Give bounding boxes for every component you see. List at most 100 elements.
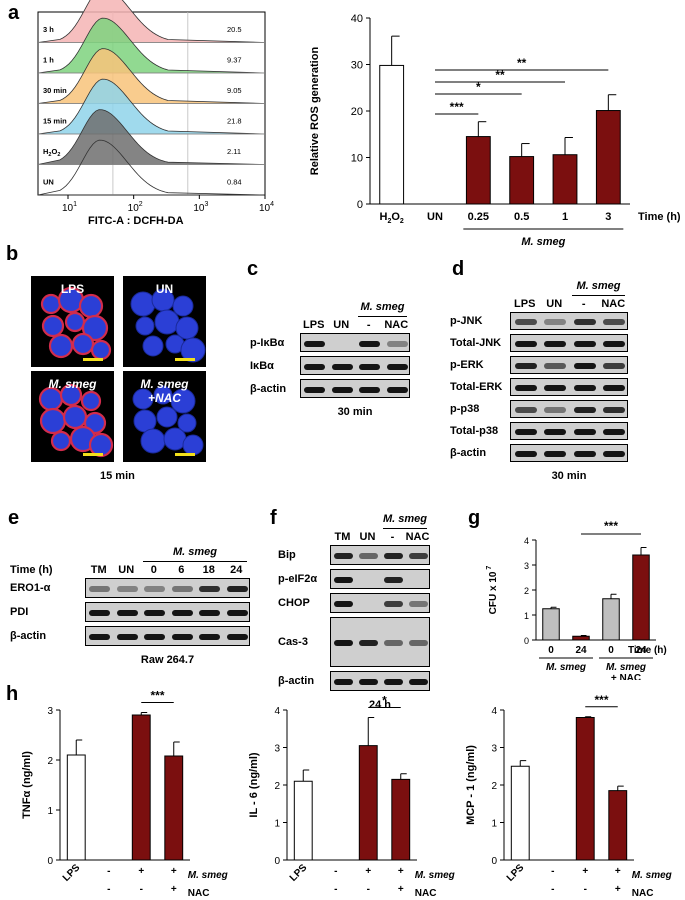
blot-lane-label: - [581, 298, 586, 310]
row2-sign: + [398, 884, 404, 895]
panel-b-caption: 15 min [100, 470, 135, 482]
flow-row-value: 20.5 [227, 25, 242, 34]
bar [358, 745, 378, 861]
blot-band [544, 319, 567, 325]
blot-band [544, 341, 567, 347]
blot-lane-label: NAC [384, 319, 409, 331]
row2-sign: + [171, 884, 177, 895]
blot-lane-label: UN [118, 564, 135, 576]
cell-nucleus [180, 337, 206, 363]
blot-row-label: CHOP [278, 597, 310, 609]
blot-band [514, 363, 537, 369]
blot-band [226, 610, 248, 616]
row1-sign: + [582, 866, 588, 877]
blot-band [171, 610, 193, 616]
blot-band [304, 363, 326, 370]
blot-strip [510, 378, 628, 396]
blot-band [603, 319, 626, 325]
blot-group-line [358, 316, 407, 317]
significance-label: *** [150, 690, 164, 703]
blot-band [603, 341, 626, 347]
blot-row-label: ERO1-α [10, 582, 51, 594]
panel-letter-c: c [247, 258, 259, 280]
x-tick-label: 24 [575, 645, 587, 656]
ytick-label: 40 [351, 13, 363, 25]
blot-band [116, 634, 138, 640]
blot-band [89, 634, 111, 640]
micro-image-un: UN [123, 276, 206, 367]
row1-sign: + [365, 866, 371, 877]
blot-band [89, 586, 111, 592]
blot-band [171, 634, 193, 640]
blot-band [384, 553, 403, 559]
flow-row-value: 9.37 [227, 55, 242, 64]
blot-band [384, 601, 403, 607]
blot-band [226, 634, 248, 640]
blot-band [409, 679, 428, 685]
blot-band [304, 340, 326, 347]
blot-caption: Raw 264.7 [140, 654, 195, 666]
significance-label: *** [594, 693, 608, 707]
blot-band [514, 451, 537, 457]
y-axis-label: Relative ROS generation [309, 47, 321, 176]
flow-row-label: 3 h [43, 25, 54, 34]
row1-sign: + [398, 866, 404, 877]
x-tick-label: 3 [605, 211, 611, 223]
blot-band [359, 679, 378, 685]
cell-nucleus [40, 293, 62, 315]
blot-band [144, 610, 166, 616]
cell-nucleus [59, 383, 83, 407]
blot-row-label: Total-ERK [450, 381, 503, 393]
significance-label: * [382, 694, 387, 708]
row2-label: NAC [188, 888, 210, 899]
blot-band [199, 634, 221, 640]
blot-lane-label: NAC [601, 298, 626, 310]
blot-row-label: Total-JNK [450, 337, 502, 349]
blot-band [573, 451, 596, 457]
flow-histogram-curve [37, 139, 266, 196]
x-tick-label: 0.25 [468, 211, 489, 223]
flow-xlabel: FITC-A : DCFH-DA [88, 215, 184, 227]
cell-nucleus [154, 309, 180, 335]
group-label: M. smeg [546, 662, 586, 673]
row1-sign: - [334, 866, 337, 877]
blot-caption: 30 min [337, 406, 373, 418]
blot-row-label: PDI [10, 606, 29, 618]
y-axis-label: MCP - 1 (ng/ml) [465, 745, 477, 825]
bar [379, 64, 405, 205]
blot-strip [510, 422, 628, 440]
row2-sign: - [334, 884, 337, 895]
ytick-label: 0 [47, 856, 53, 867]
blot-band [409, 553, 428, 559]
blot-strip [300, 333, 410, 352]
row2-sign: - [140, 884, 143, 895]
blot-row-label: p-IκBα [250, 336, 285, 349]
ytick-label: 4 [524, 536, 529, 546]
blot-band [603, 451, 626, 457]
blot-band [334, 679, 353, 685]
cell-nucleus [78, 293, 104, 319]
blot-band [171, 586, 193, 592]
blot-row-label: p-ERK [450, 359, 484, 371]
blot-lane-label: LPS [303, 319, 325, 331]
cell-nucleus [38, 386, 64, 412]
blot-band [199, 586, 221, 592]
cell-nucleus [140, 428, 166, 454]
bar [293, 780, 313, 861]
cell-nucleus [135, 316, 155, 336]
ytick-label: 0 [357, 199, 363, 211]
flow-row-label: 1 h [43, 55, 54, 64]
blot-row-label: p-JNK [450, 315, 483, 327]
bar [572, 635, 590, 641]
blot-group-label: M. smeg [360, 301, 405, 313]
blot-band [386, 340, 408, 347]
blot-band [544, 407, 567, 413]
blot-lane-label: 24 [230, 564, 243, 576]
blot-row-label: Bip [278, 549, 296, 561]
blot-strip [330, 671, 430, 691]
cell-nucleus [175, 316, 199, 340]
blot-lane-label: UN [546, 298, 563, 310]
blot-band [144, 634, 166, 640]
scale-bar [175, 453, 195, 456]
blot-strip [330, 593, 430, 613]
